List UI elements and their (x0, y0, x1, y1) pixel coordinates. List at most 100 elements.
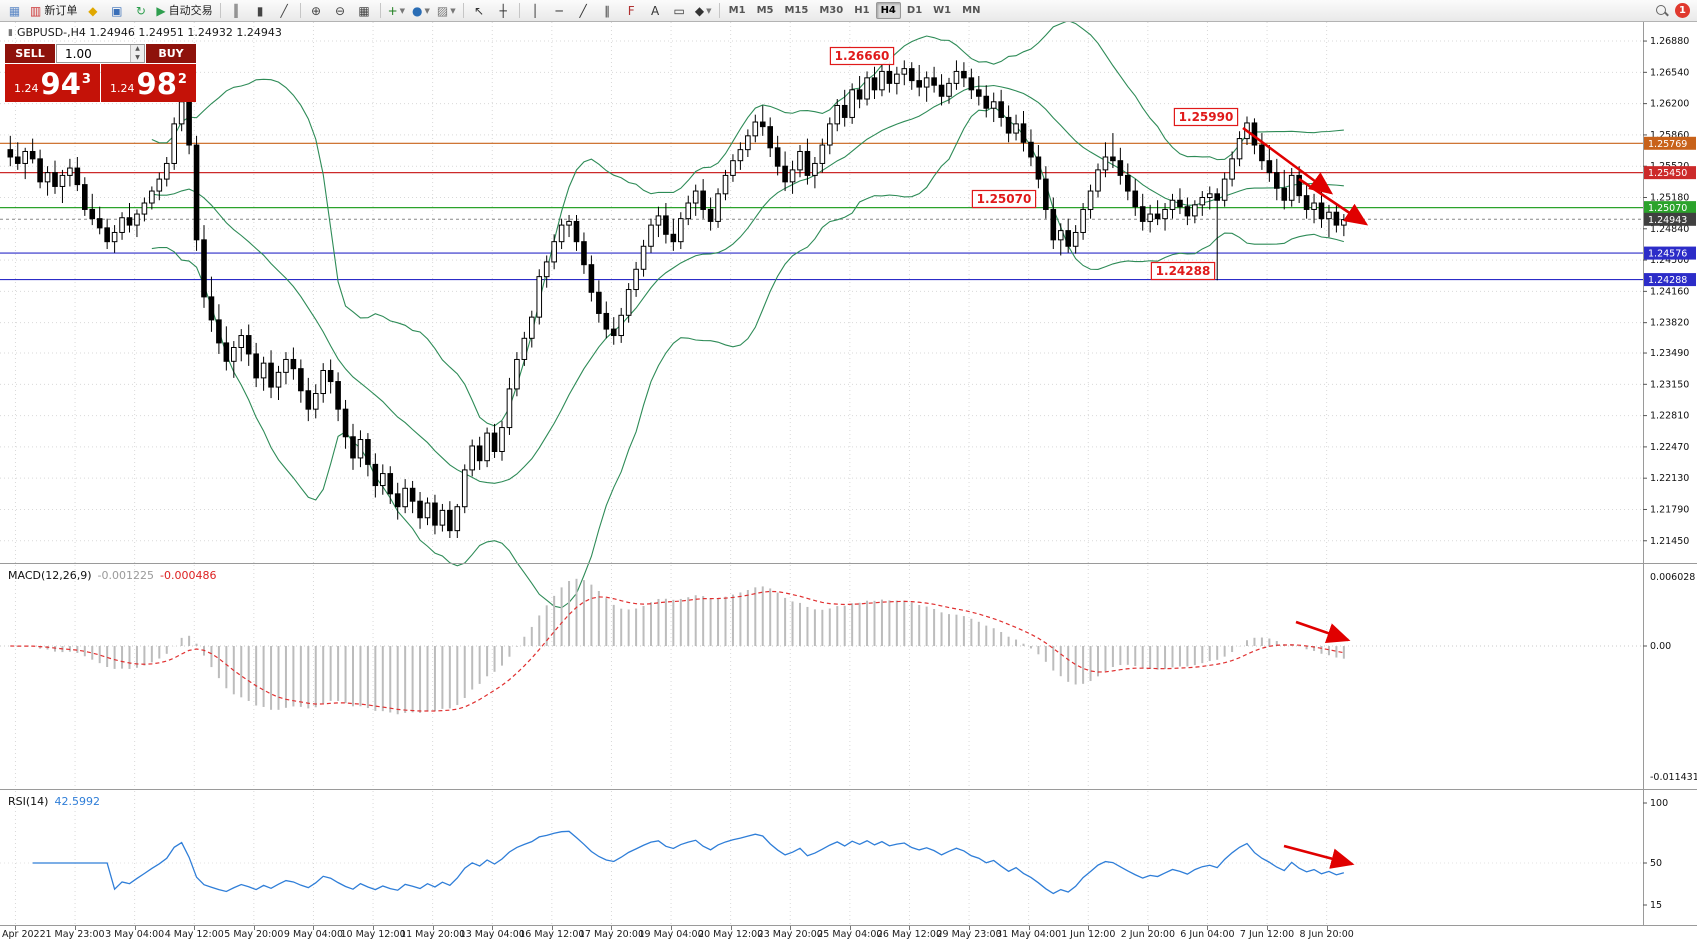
time-axis-label: Apr 2022 (2, 929, 46, 940)
time-tick (15, 926, 17, 930)
time-axis-label: 23 May 20:00 (757, 929, 823, 940)
label-button[interactable]: ▭ (668, 1, 691, 21)
timeframe-d1-button[interactable]: D1 (906, 5, 923, 16)
timeframe-m5-button[interactable]: M5 (756, 5, 774, 16)
volume-down-icon[interactable]: ▼ (131, 53, 144, 62)
annotation-box[interactable]: 1.26660 (829, 46, 895, 66)
toolbar-separator-5 (518, 3, 520, 18)
svg-text:1.23150: 1.23150 (1650, 379, 1689, 390)
time-tick (611, 926, 613, 930)
channel-icon: ∥ (604, 3, 611, 18)
market-watch-icon[interactable]: ▣ (105, 1, 128, 21)
chart-window-icon-icon: ▦ (8, 3, 21, 18)
volume-stepper[interactable]: ▲ ▼ (130, 45, 144, 62)
timeframe-w1-button[interactable]: W1 (933, 5, 952, 16)
refresh-icon[interactable]: ↻ (129, 1, 152, 21)
volume-input[interactable] (57, 45, 130, 62)
zoom-out-button[interactable]: ⊖ (329, 1, 352, 21)
timeframe-h1-button[interactable]: H1 (854, 5, 870, 16)
svg-text:1.24160: 1.24160 (1650, 286, 1689, 297)
svg-text:1.25070: 1.25070 (977, 192, 1032, 206)
trend-arrows[interactable] (1242, 126, 1369, 869)
timeframe-m1-button[interactable]: M1 (728, 5, 746, 16)
chevron-down-icon: ▼ (424, 6, 430, 15)
timeframe-toolbar: M1 M5 M15 M30 H1 H4 D1 W1 MN (724, 2, 986, 19)
time-tick (730, 926, 732, 930)
timeframe-m15-button[interactable]: M15 (784, 5, 809, 16)
time-axis-label: 20 May 12:00 (698, 929, 764, 940)
symbol-ohlc-text: GBPUSD-,H4 1.24946 1.24951 1.24932 1.249… (16, 26, 282, 39)
sell-price[interactable]: 1.24 94 3 (5, 64, 100, 102)
toolbar-right: 1 (1655, 3, 1694, 18)
autotrading-button[interactable]: ▶ 自动交易 (153, 1, 215, 21)
axis-price-label: 1.25070 (1644, 201, 1696, 215)
chart-header: ▮ GBPUSD-,H4 1.24946 1.24951 1.24932 1.2… (8, 26, 282, 39)
time-tick (1267, 926, 1269, 930)
svg-text:1.24288: 1.24288 (1648, 275, 1687, 286)
panel-frame[interactable] (0, 22, 1697, 925)
time-axis-label: 17 May 20:00 (578, 929, 645, 940)
search-icon[interactable] (1655, 4, 1669, 18)
sell-button[interactable]: SELL (5, 44, 55, 63)
macd-value-signal: -0.000486 (160, 569, 217, 582)
autotrading-button-label: 自动交易 (168, 3, 213, 17)
tile-windows-button[interactable]: ▦ (353, 1, 376, 21)
svg-text:1.26880: 1.26880 (1650, 36, 1689, 47)
text-button[interactable]: A (644, 1, 667, 21)
macd-value-main: -0.001225 (97, 569, 155, 582)
periods-button[interactable]: ● ▼ (409, 1, 433, 21)
svg-text:1.22810: 1.22810 (1650, 411, 1689, 422)
chart-canvas[interactable]: 1.268801.265401.262001.258601.255201.251… (0, 22, 1697, 925)
zoom-in-button[interactable]: ⊕ (305, 1, 328, 21)
macd-name: MACD(12,26,9) (8, 569, 92, 582)
timeframe-h4-button[interactable]: H4 (875, 2, 901, 19)
sell-price-sup: 3 (81, 72, 91, 87)
metaeditor-icon[interactable]: ◆ (81, 1, 104, 21)
one-click-trading-panel: SELL ▲▼ BUY 1.24 94 3 1.24 98 2 (5, 44, 196, 102)
red-trend-arrow (1242, 126, 1334, 195)
svg-text:1.21450: 1.21450 (1650, 536, 1689, 547)
zoom-out-icon: ⊖ (335, 3, 346, 18)
buy-price[interactable]: 1.24 98 2 (101, 64, 196, 102)
chart-window-icon[interactable]: ▦ (3, 1, 26, 21)
time-axis-label: 3 May 04:00 (105, 929, 165, 940)
horizontal-line-button[interactable]: ─ (548, 1, 571, 21)
line-chart-button[interactable]: ╱ (273, 1, 296, 21)
trendline-button[interactable]: ╱ (572, 1, 595, 21)
price-annotations[interactable]: 1.26660 1.25990 1.25070 1.24288 (829, 46, 1239, 281)
rsi-panel (32, 830, 1345, 895)
indicators-button[interactable]: + ▼ (385, 1, 408, 21)
cursor-button[interactable]: ↖ (468, 1, 491, 21)
candles-chart-button[interactable]: ▮ (249, 1, 272, 21)
annotation-box[interactable]: 1.24288 (1150, 261, 1216, 281)
price-axis[interactable]: 1.268801.265401.262001.258601.255201.251… (1643, 36, 1697, 911)
vertical-line-button[interactable]: │ (524, 1, 547, 21)
time-axis-label: 8 Jun 20:00 (1299, 929, 1354, 940)
timeframe-mn-button[interactable]: MN (962, 5, 981, 16)
time-axis-label: 19 May 04:00 (638, 929, 704, 940)
buy-price-sup: 2 (177, 72, 187, 87)
templates-button[interactable]: ▨ ▼ (434, 1, 459, 21)
notification-badge[interactable]: 1 (1675, 3, 1690, 18)
timeframe-m30-button[interactable]: M30 (819, 5, 844, 16)
annotation-box[interactable]: 1.25990 (1173, 107, 1239, 127)
svg-text:1.25450: 1.25450 (1648, 168, 1687, 179)
fibonacci-button[interactable]: F (620, 1, 643, 21)
grid-lines (0, 22, 1643, 925)
time-tick (1207, 926, 1209, 930)
toolbar-items: ▦ ▥ 新订单 ◆ ▣ ↻ ▶ 自动交易 ║ ▮ ╱ ⊕ ⊖ ▦ + ▼ ● ▼ ▨ ▼ ↖ ┼ │ ─ ╱ ∥ F A ▭ ◆ ▼ (3, 1, 723, 21)
svg-text:100: 100 (1650, 798, 1668, 809)
metaeditor-icon-icon: ◆ (88, 3, 98, 18)
crosshair-button[interactable]: ┼ (492, 1, 515, 21)
shapes-button[interactable]: ◆ ▼ (692, 1, 715, 21)
horizontal-level-lines[interactable] (0, 142, 1643, 281)
bars-chart-button[interactable]: ║ (225, 1, 248, 21)
volume-up-icon[interactable]: ▲ (131, 45, 144, 54)
time-axis-label: 6 Jun 04:00 (1180, 929, 1235, 940)
annotation-box[interactable]: 1.25070 (971, 189, 1037, 209)
time-axis[interactable]: Apr 2022 1 May 23:00 3 May 04:00 4 May 12:0… (0, 925, 1697, 943)
buy-button[interactable]: BUY (146, 44, 196, 63)
channel-button[interactable]: ∥ (596, 1, 619, 21)
new-order-button[interactable]: ▥ 新订单 (27, 1, 80, 21)
